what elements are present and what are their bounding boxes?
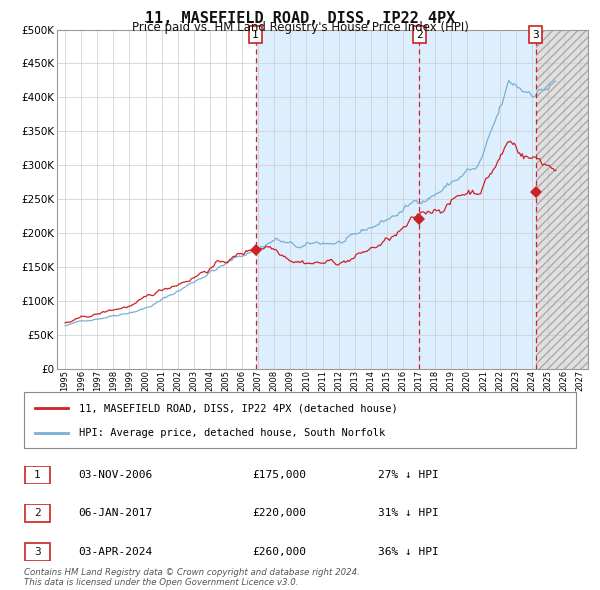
FancyBboxPatch shape: [25, 504, 50, 522]
Text: HPI: Average price, detached house, South Norfolk: HPI: Average price, detached house, Sout…: [79, 428, 385, 438]
Text: Price paid vs. HM Land Registry's House Price Index (HPI): Price paid vs. HM Land Registry's House …: [131, 21, 469, 34]
Text: 27% ↓ HPI: 27% ↓ HPI: [378, 470, 439, 480]
Bar: [536, 30, 588, 369]
Text: 36% ↓ HPI: 36% ↓ HPI: [378, 547, 439, 556]
Text: 1: 1: [34, 470, 41, 480]
Bar: [256, 30, 536, 369]
Text: 31% ↓ HPI: 31% ↓ HPI: [378, 509, 439, 518]
Text: £175,000: £175,000: [252, 470, 306, 480]
Bar: [536, 30, 588, 369]
Text: 03-APR-2024: 03-APR-2024: [78, 547, 152, 556]
Text: Contains HM Land Registry data © Crown copyright and database right 2024.
This d: Contains HM Land Registry data © Crown c…: [24, 568, 360, 587]
Text: £220,000: £220,000: [252, 509, 306, 518]
Text: 11, MASEFIELD ROAD, DISS, IP22 4PX (detached house): 11, MASEFIELD ROAD, DISS, IP22 4PX (deta…: [79, 403, 398, 413]
Text: 03-NOV-2006: 03-NOV-2006: [78, 470, 152, 480]
Text: 3: 3: [34, 547, 41, 556]
Text: 3: 3: [532, 30, 539, 40]
Text: 1: 1: [252, 30, 259, 40]
FancyBboxPatch shape: [25, 466, 50, 484]
FancyBboxPatch shape: [25, 543, 50, 560]
Text: £260,000: £260,000: [252, 547, 306, 556]
Text: 2: 2: [416, 30, 423, 40]
Text: 06-JAN-2017: 06-JAN-2017: [78, 509, 152, 518]
Text: 11, MASEFIELD ROAD, DISS, IP22 4PX: 11, MASEFIELD ROAD, DISS, IP22 4PX: [145, 11, 455, 25]
FancyBboxPatch shape: [24, 392, 576, 448]
Text: 2: 2: [34, 509, 41, 518]
